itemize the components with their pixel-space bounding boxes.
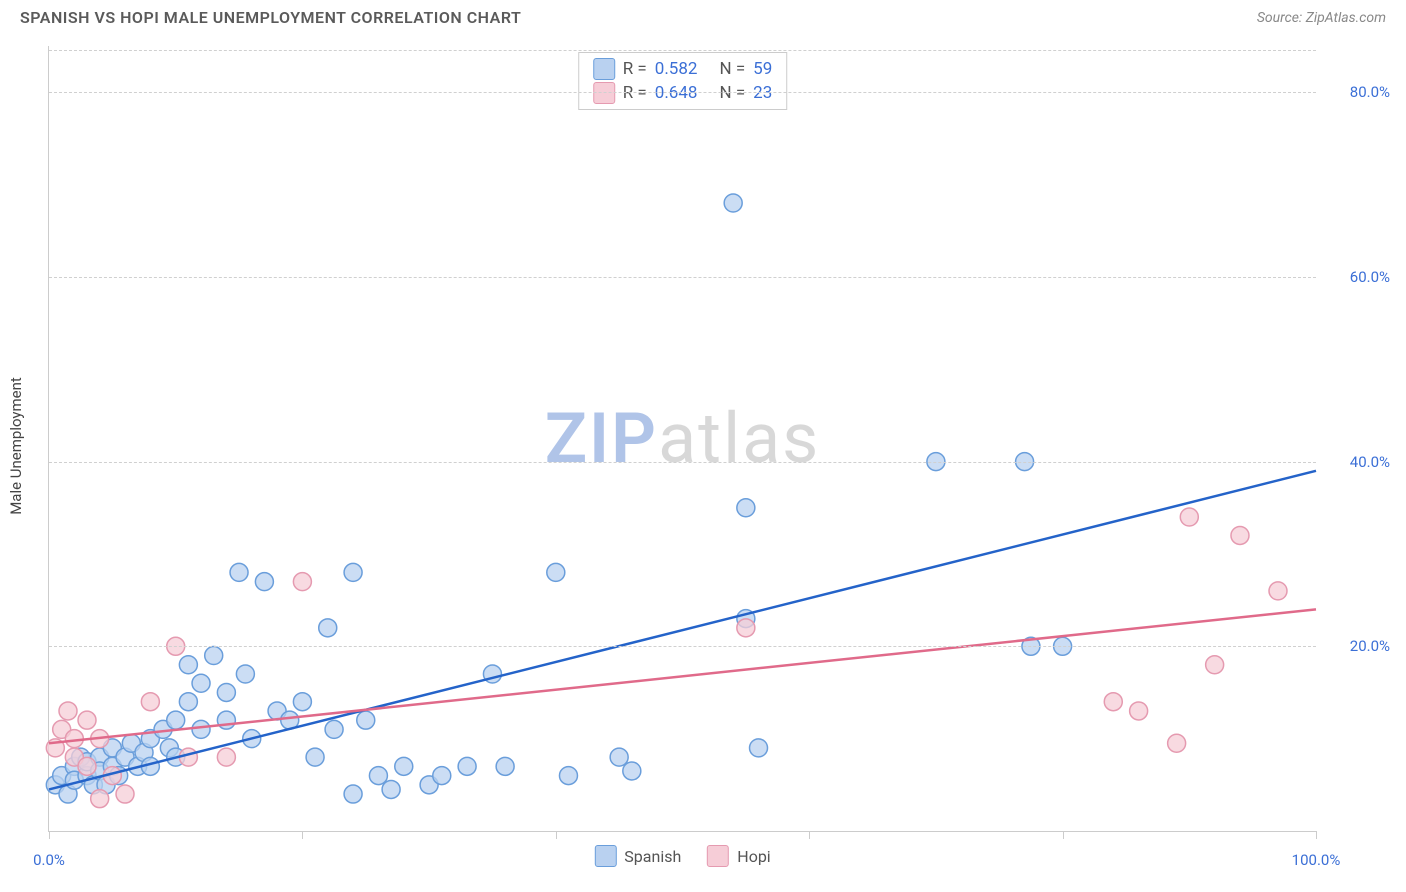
chart-title: SPANISH VS HOPI MALE UNEMPLOYMENT CORREL… — [20, 8, 521, 27]
data-point — [217, 711, 235, 729]
x-tick-label: 100.0% — [1292, 851, 1341, 869]
data-point — [1180, 508, 1198, 526]
data-point — [236, 665, 254, 683]
y-tick-label: 40.0% — [1330, 453, 1390, 471]
series-legend-item: Spanish — [594, 845, 681, 867]
series-name: Spanish — [624, 847, 681, 866]
x-tick-label: 0.0% — [33, 851, 65, 869]
x-tick — [302, 831, 303, 839]
data-point — [192, 674, 210, 692]
data-point — [179, 656, 197, 674]
legend-r-label: R = — [623, 59, 647, 79]
data-point — [65, 730, 83, 748]
data-point — [458, 757, 476, 775]
data-point — [78, 757, 96, 775]
data-point — [344, 785, 362, 803]
y-tick-label: 80.0% — [1330, 83, 1390, 101]
data-point — [179, 693, 197, 711]
data-point — [1104, 693, 1122, 711]
data-point — [559, 767, 577, 785]
x-tick — [556, 831, 557, 839]
data-point — [623, 762, 641, 780]
scatter-svg — [49, 46, 1316, 831]
chart-plot-area: ZIPatlas R =0.582N =59R =0.648N =23 Span… — [48, 46, 1316, 832]
data-point — [433, 767, 451, 785]
data-point — [395, 757, 413, 775]
stats-legend: R =0.582N =59R =0.648N =23 — [578, 52, 788, 110]
data-point — [382, 780, 400, 798]
y-tick-label: 20.0% — [1330, 637, 1390, 655]
data-point — [344, 563, 362, 581]
legend-row: R = 0.582 N = 59 — [593, 57, 773, 81]
data-point — [192, 720, 210, 738]
data-point — [1206, 656, 1224, 674]
legend-r-value: 0.582 — [655, 59, 698, 79]
gridline — [49, 277, 1316, 278]
gridline — [49, 50, 1316, 51]
x-tick — [1316, 831, 1317, 839]
data-point — [230, 563, 248, 581]
x-tick — [1063, 831, 1064, 839]
legend-n-label: N = — [719, 59, 745, 79]
data-point — [1269, 582, 1287, 600]
data-point — [750, 739, 768, 757]
source-label: Source: ZipAtlas.com — [1257, 10, 1386, 26]
data-point — [1231, 526, 1249, 544]
data-point — [217, 748, 235, 766]
y-tick-label: 60.0% — [1330, 268, 1390, 286]
legend-swatch — [707, 845, 729, 867]
data-point — [306, 748, 324, 766]
data-point — [116, 785, 134, 803]
x-tick — [49, 831, 50, 839]
data-point — [724, 194, 742, 212]
data-point — [293, 573, 311, 591]
data-point — [496, 757, 514, 775]
legend-n-value: 59 — [753, 59, 772, 79]
series-name: Hopi — [737, 847, 770, 866]
data-point — [325, 720, 343, 738]
data-point — [167, 711, 185, 729]
data-point — [217, 683, 235, 701]
data-point — [357, 711, 375, 729]
gridline — [49, 462, 1316, 463]
data-point — [369, 767, 387, 785]
data-point — [59, 702, 77, 720]
data-point — [1130, 702, 1148, 720]
data-point — [737, 499, 755, 517]
y-axis-title: Male Unemployment — [7, 377, 25, 515]
data-point — [737, 619, 755, 637]
data-point — [255, 573, 273, 591]
data-point — [547, 563, 565, 581]
gridline — [49, 646, 1316, 647]
x-tick — [809, 831, 810, 839]
data-point — [205, 647, 223, 665]
data-point — [319, 619, 337, 637]
data-point — [1168, 734, 1186, 752]
series-legend: Spanish Hopi — [594, 845, 770, 867]
data-point — [293, 693, 311, 711]
data-point — [78, 711, 96, 729]
data-point — [91, 790, 109, 808]
data-point — [610, 748, 628, 766]
series-legend-item: Hopi — [707, 845, 770, 867]
data-point — [141, 693, 159, 711]
legend-swatch — [594, 845, 616, 867]
gridline — [49, 92, 1316, 93]
legend-swatch — [593, 58, 615, 80]
